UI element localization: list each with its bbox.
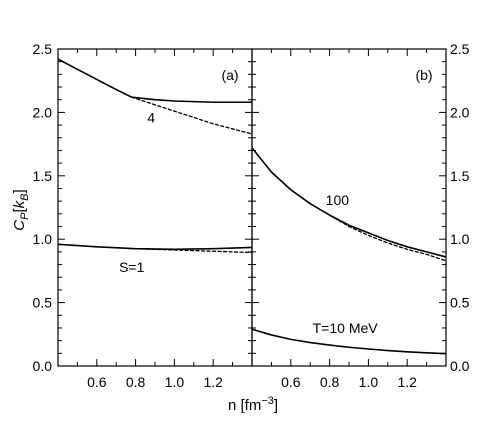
x-tick-label: 0.6: [281, 374, 301, 390]
panel-a: 0.6 0.8 1.0 1.2 0.0 0.5 1.0 1.5 2.0 2.5 (a) 4 S=1: [33, 41, 253, 390]
curve-annotation: 4: [147, 109, 155, 125]
curve-annotation: 100: [326, 192, 350, 208]
y-axis-title: CP[kB]: [11, 189, 31, 230]
x-tick-label: 0.6: [87, 374, 107, 390]
y-tick-label: 1.0: [33, 231, 53, 247]
x-tick-label: 0.8: [320, 374, 340, 390]
panels: 0.6 0.8 1.0 1.20.00.51.01.52.02.5(a)4S=10.6…: [33, 41, 470, 390]
svg-text:CP[kB]: CP[kB]: [11, 189, 31, 230]
x-tick-label: 0.8: [126, 374, 146, 390]
x-tick-label: 1.0: [165, 374, 185, 390]
y-tick-label-right: 2.0: [450, 104, 470, 120]
y-tick-label-right: 1.0: [450, 231, 470, 247]
series-line-solid: [130, 96, 252, 104]
y-tick-label-right: 0.0: [450, 358, 470, 374]
panel-label: (a): [221, 67, 238, 83]
series-line-dashed: [134, 248, 252, 254]
y-tick-label-right: 1.5: [450, 168, 470, 184]
series-line-solid: [252, 147, 446, 258]
x-axis-title: n [fm−3]: [228, 395, 278, 414]
series-line-solid: [252, 328, 446, 355]
curve-annotation: S=1: [119, 259, 145, 275]
curve-annotation: T=10 MeV: [313, 320, 379, 336]
series-line-dashed: [131, 96, 252, 135]
y-tick-label: 1.5: [33, 168, 53, 184]
y-tick-label-right: 2.5: [450, 41, 470, 57]
x-tick-label: 1.2: [203, 374, 223, 390]
plot-frame: [57, 48, 253, 367]
y-tick-label: 2.5: [33, 41, 53, 57]
y-tick-label-right: 0.5: [450, 295, 470, 311]
x-tick-label: 1.0: [359, 374, 379, 390]
y-tick-label: 2.0: [33, 104, 53, 120]
x-tick-label: 1.2: [397, 374, 417, 390]
series-line-solid: [58, 243, 252, 251]
y-tick-label: 0.0: [33, 358, 53, 374]
panel-label: (b): [415, 67, 432, 83]
series-line-dashed: [328, 214, 446, 262]
series-line-solid: [58, 58, 133, 98]
panel-b: 0.6 0.8 1.0 1.2 0.0 0.5 1.0 1.5 2.0 2.5 (b) 100 T=10…: [251, 41, 470, 390]
y-tick-label: 0.5: [33, 295, 53, 311]
